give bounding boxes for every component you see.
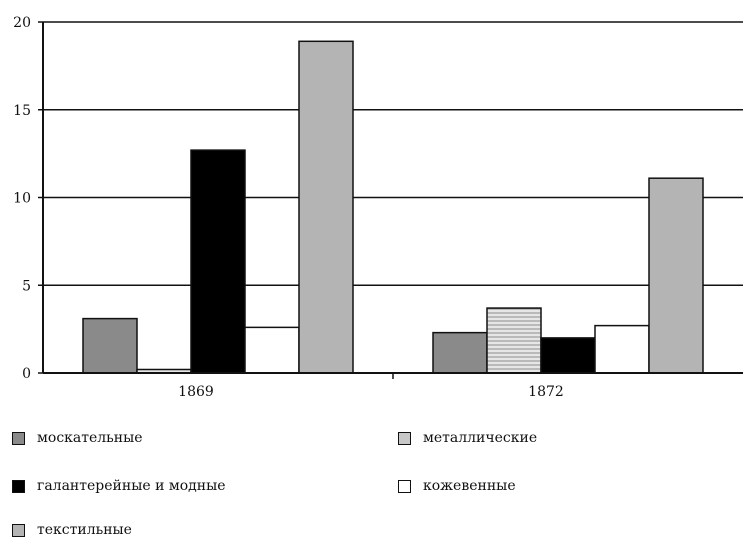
legend-item-tekstilnye: текстильные: [12, 522, 132, 538]
legend-swatch-moskatelnye: [12, 431, 25, 445]
y-tick-label-10: 10: [13, 191, 31, 207]
legend-swatch-galantereinye: [12, 479, 25, 493]
tick-labels: 0 5 10 15 20 1869 1872: [13, 15, 564, 400]
gridlines: [43, 21, 743, 287]
y-tick-label-20: 20: [13, 15, 31, 31]
bar-1869-5: [298, 40, 354, 374]
bar-chart: 0 5 10 15 20 1869 1872: [13, 15, 743, 400]
legend-label-metallicheskie: металлические: [423, 430, 538, 446]
bar-1869-4: [244, 326, 300, 374]
y-tick-label-5: 5: [22, 278, 31, 294]
legend-swatch-metallicheskie: [398, 431, 411, 445]
bar-1869-3: [190, 149, 246, 374]
bar-1872-2: [486, 307, 542, 374]
legend-swatch-tekstilnye: [12, 523, 25, 537]
bar-1872-4: [594, 324, 650, 374]
bar-1872-3: [540, 337, 596, 374]
legend-item-metallicheskie: металлические: [398, 430, 537, 446]
bar-1872-1: [432, 331, 488, 374]
legend-label-moskatelnye: москательные: [37, 430, 143, 446]
legend-swatch-kozhevennye: [398, 479, 411, 493]
bars: [82, 40, 704, 374]
legend-item-kozhevennye: кожевенные: [398, 478, 516, 494]
y-tick-label-15: 15: [13, 103, 31, 119]
legend-label-tekstilnye: текстильные: [37, 522, 132, 538]
legend-label-kozhevennye: кожевенные: [423, 478, 516, 494]
legend-item-moskatelnye: москательные: [12, 430, 143, 446]
x-tick-label-1872: 1872: [528, 384, 564, 400]
legend: москательные галантерейные и модные текс…: [0, 420, 743, 539]
bar-1872-5: [648, 177, 704, 374]
y-tick-label-0: 0: [22, 366, 31, 382]
legend-item-galantereinye: галантерейные и модные: [12, 478, 226, 494]
bar-1869-1: [82, 317, 138, 374]
legend-label-galantereinye: галантерейные и модные: [37, 478, 226, 494]
x-tick-label-1869: 1869: [178, 384, 214, 400]
